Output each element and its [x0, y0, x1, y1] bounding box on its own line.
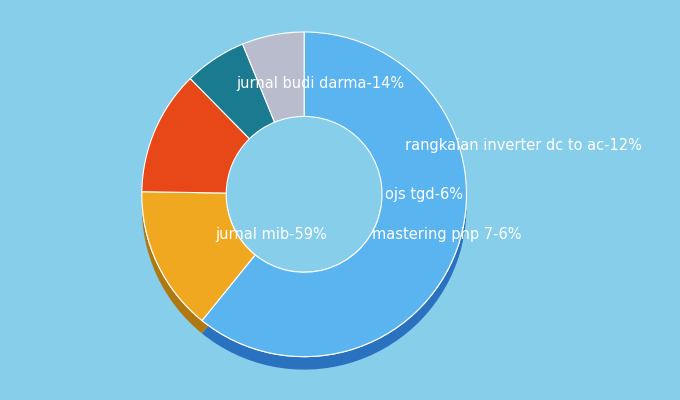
Wedge shape [243, 32, 304, 122]
Wedge shape [142, 205, 255, 334]
Wedge shape [243, 32, 304, 122]
Text: ojs tgd-6%: ojs tgd-6% [386, 187, 463, 202]
Text: jurnal budi darma-14%: jurnal budi darma-14% [236, 76, 405, 92]
Wedge shape [190, 44, 275, 139]
Wedge shape [190, 44, 275, 139]
Bar [126, 16, 483, 207]
Wedge shape [202, 32, 466, 357]
Text: jurnal mib-59%: jurnal mib-59% [215, 227, 326, 242]
Wedge shape [190, 57, 275, 152]
Text: rangkaian inverter dc to ac-12%: rangkaian inverter dc to ac-12% [405, 138, 642, 153]
Wedge shape [142, 79, 250, 193]
Wedge shape [202, 32, 466, 357]
Wedge shape [142, 79, 250, 193]
Wedge shape [202, 45, 466, 370]
Wedge shape [243, 45, 304, 135]
Wedge shape [142, 192, 255, 320]
Text: mastering php 7-6%: mastering php 7-6% [373, 227, 522, 242]
Wedge shape [142, 92, 250, 206]
Wedge shape [142, 192, 255, 320]
